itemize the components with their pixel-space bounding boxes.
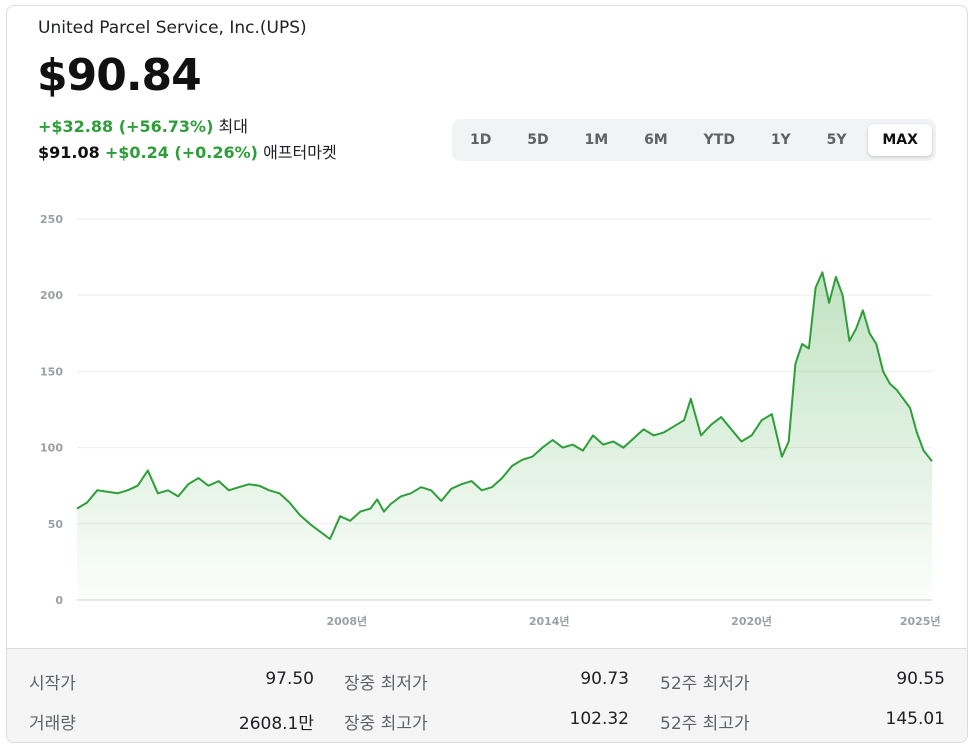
y-tick-label: 100 — [40, 442, 63, 455]
x-tick-label: 2025년 — [900, 614, 941, 628]
stat-label: 장중 최저가 — [344, 674, 428, 694]
range-tabs: 1D 5D 1M 6M YTD 1Y 5Y MAX — [452, 119, 936, 161]
tab-6m[interactable]: 6M — [644, 132, 668, 148]
price-chart[interactable]: 0 50 100 150 200 250 2008년 2014년 2020년 2025년 — [7, 196, 968, 636]
y-tick-label: 150 — [40, 365, 63, 378]
stat-value: 102.32 — [569, 709, 629, 729]
price-change-row: +$32.88 (+56.73%) 최대 — [38, 113, 248, 137]
tab-max[interactable]: MAX — [868, 124, 932, 156]
stat-day-high: 장중 최고가 102.32 — [344, 709, 629, 734]
change-period: 최대 — [218, 117, 248, 136]
stat-52w-low: 52주 최저가 90.55 — [660, 669, 945, 694]
stat-value: 145.01 — [885, 709, 945, 729]
stat-label: 거래량 — [29, 714, 76, 734]
stat-label: 52주 최저가 — [660, 674, 750, 694]
y-tick-label: 50 — [48, 518, 64, 531]
stats-panel: 시작가 97.50 장중 최저가 90.73 52주 최저가 90.55 거래량… — [7, 648, 967, 742]
after-market-label: 애프터마켓 — [263, 143, 337, 162]
tab-1d[interactable]: 1D — [470, 132, 492, 148]
tab-1y[interactable]: 1Y — [770, 132, 791, 148]
stat-value: 90.73 — [580, 669, 629, 689]
stat-value: 97.50 — [265, 669, 314, 689]
stat-label: 시작가 — [29, 674, 76, 694]
stat-52w-high: 52주 최고가 145.01 — [660, 709, 945, 734]
y-tick-label: 0 — [55, 594, 63, 607]
tab-1m[interactable]: 1M — [584, 132, 609, 148]
current-price: $90.84 — [37, 50, 202, 101]
tab-5d[interactable]: 5D — [527, 132, 549, 148]
stat-volume: 거래량 2608.1만 — [29, 709, 314, 734]
stat-value: 90.55 — [896, 669, 945, 689]
tab-ytd[interactable]: YTD — [703, 132, 735, 148]
price-change: +$32.88 (+56.73%) — [38, 117, 214, 136]
price-line — [76, 271, 933, 540]
company-name: United Parcel Service, Inc.(UPS) — [38, 18, 307, 38]
x-tick-label: 2020년 — [731, 614, 772, 628]
stat-value: 2608.1만 — [238, 714, 314, 734]
after-market-change: +$0.24 (+0.26%) — [104, 143, 258, 162]
stat-label: 장중 최고가 — [344, 714, 428, 734]
after-market-row: $91.08 +$0.24 (+0.26%) 애프터마켓 — [38, 139, 337, 163]
price-area — [77, 272, 932, 600]
y-tick-label: 200 — [40, 289, 63, 302]
stat-label: 52주 최고가 — [660, 714, 750, 734]
x-tick-label: 2014년 — [529, 614, 570, 628]
after-market-price: $91.08 — [38, 143, 100, 162]
tab-5y[interactable]: 5Y — [826, 132, 847, 148]
stock-card: United Parcel Service, Inc.(UPS) $90.84 … — [6, 5, 968, 743]
stat-open: 시작가 97.50 — [29, 669, 314, 694]
x-tick-label: 2008년 — [326, 614, 367, 628]
stat-day-low: 장중 최저가 90.73 — [344, 669, 629, 694]
y-tick-label: 250 — [40, 213, 63, 226]
